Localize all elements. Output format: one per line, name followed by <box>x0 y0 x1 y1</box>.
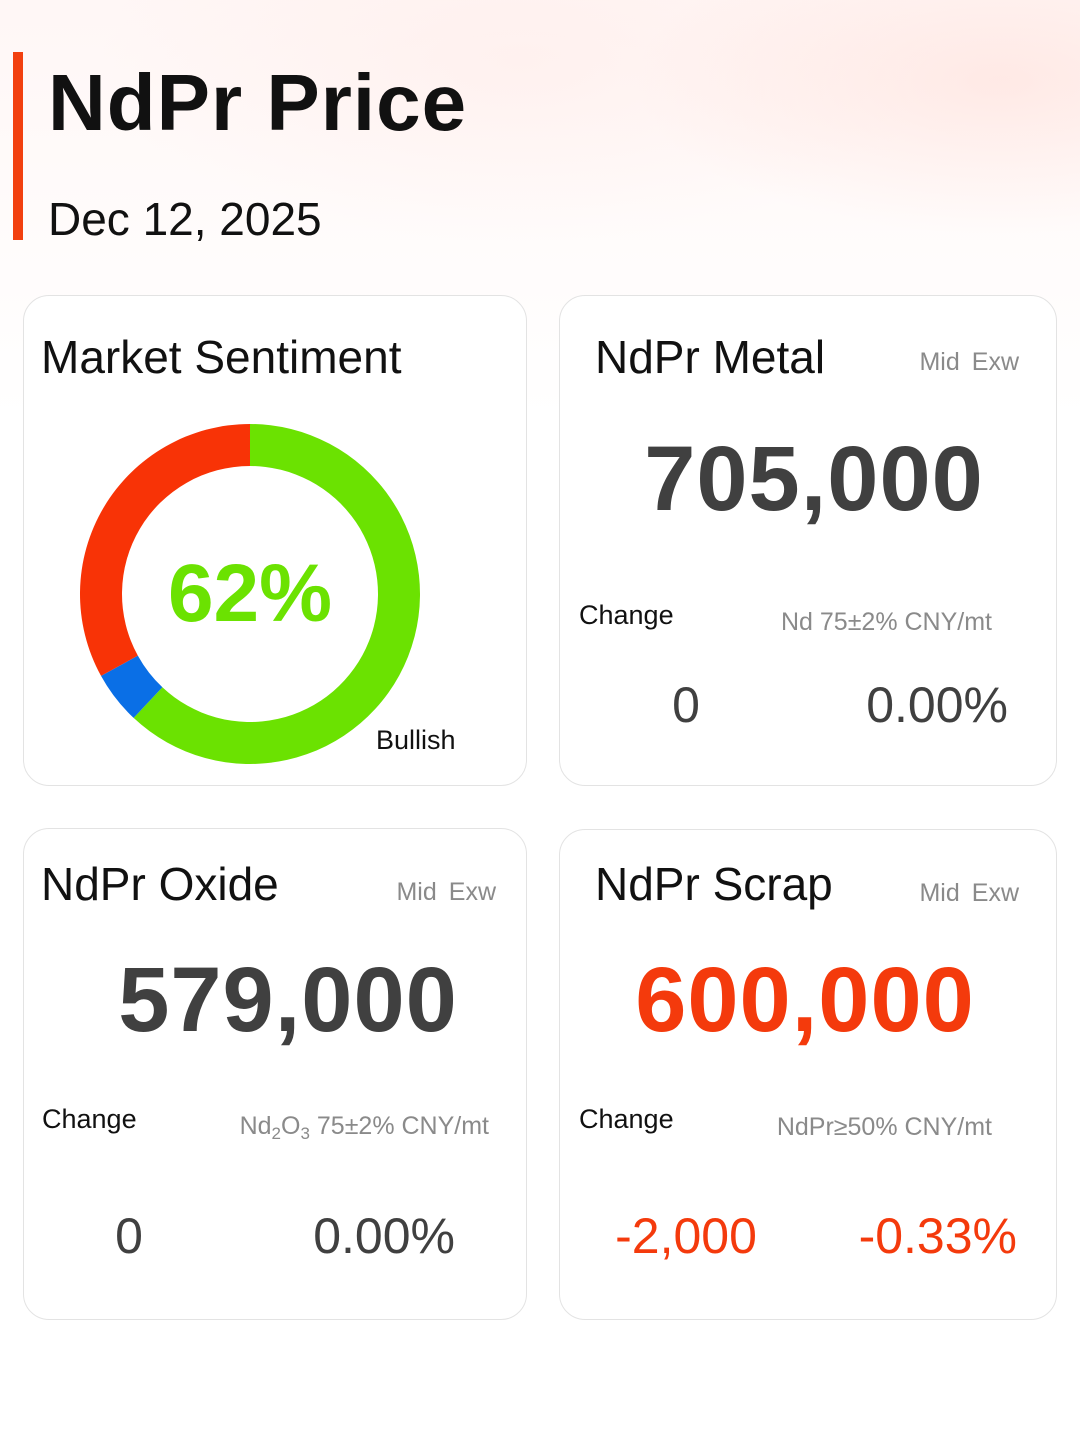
scrap-change-label: Change <box>579 1104 674 1134</box>
scrap-title: NdPr Scrap <box>595 858 833 910</box>
oxide-change-pct: 0.00% <box>313 1208 455 1264</box>
sentiment-title: Market Sentiment <box>41 331 402 383</box>
donut-segment-bullish <box>133 424 420 764</box>
page-title: NdPr Price <box>48 58 468 147</box>
scrap-mid-label: Mid <box>919 879 960 907</box>
scrap-price-basis: Mid Exw <box>919 878 1019 908</box>
oxide-title: NdPr Oxide <box>41 858 279 910</box>
donut-segment-neutral <box>101 655 163 718</box>
scrap-exw-label: Exw <box>971 879 1019 907</box>
oxide-change-abs: 0 <box>115 1208 143 1264</box>
metal-spec: Nd 75±2% CNY/mt <box>780 608 992 636</box>
metal-price: 705,000 <box>644 428 984 530</box>
oxide-change-label: Change <box>42 1104 137 1134</box>
bullish-label: Bullish <box>376 725 456 755</box>
scrap-spec: NdPr≥50% CNY/mt <box>776 1113 992 1141</box>
metal-title: NdPr Metal <box>595 331 826 383</box>
metal-exw-label: Exw <box>971 348 1019 376</box>
ndpr-metal-card: NdPr Metal Mid Exw 705,000 Change Nd 75±2… <box>559 295 1057 786</box>
donut-segment-bearish <box>80 424 251 676</box>
metal-change-pct: 0.00% <box>866 677 1008 733</box>
metal-change-label: Change <box>579 600 674 630</box>
oxide-spec: Nd2O3 75±2% CNY/mt <box>239 1112 489 1143</box>
market-sentiment-card: Market Sentiment 62% Bullish <box>23 295 527 786</box>
scrap-change-abs: -2,000 <box>615 1208 757 1264</box>
metal-price-basis: Mid Exw <box>919 347 1019 377</box>
sentiment-donut-chart <box>80 424 420 764</box>
oxide-exw-label: Exw <box>448 878 496 906</box>
oxide-price: 579,000 <box>118 949 458 1051</box>
page-date: Dec 12, 2025 <box>48 193 322 245</box>
metal-mid-label: Mid <box>919 348 960 376</box>
scrap-price: 600,000 <box>635 949 975 1051</box>
metal-change-abs: 0 <box>672 677 700 733</box>
ndpr-scrap-card: NdPr Scrap Mid Exw 600,000 Change NdPr≥50… <box>559 829 1057 1320</box>
sentiment-percent: 62% <box>167 548 333 639</box>
title-accent-bar <box>13 52 23 240</box>
scrap-change-pct: -0.33% <box>858 1208 1017 1264</box>
oxide-mid-label: Mid <box>396 878 437 906</box>
ndpr-oxide-card: NdPr Oxide Mid Exw 579,000 Change Nd2O3 7… <box>23 828 527 1320</box>
oxide-price-basis: Mid Exw <box>396 877 496 907</box>
